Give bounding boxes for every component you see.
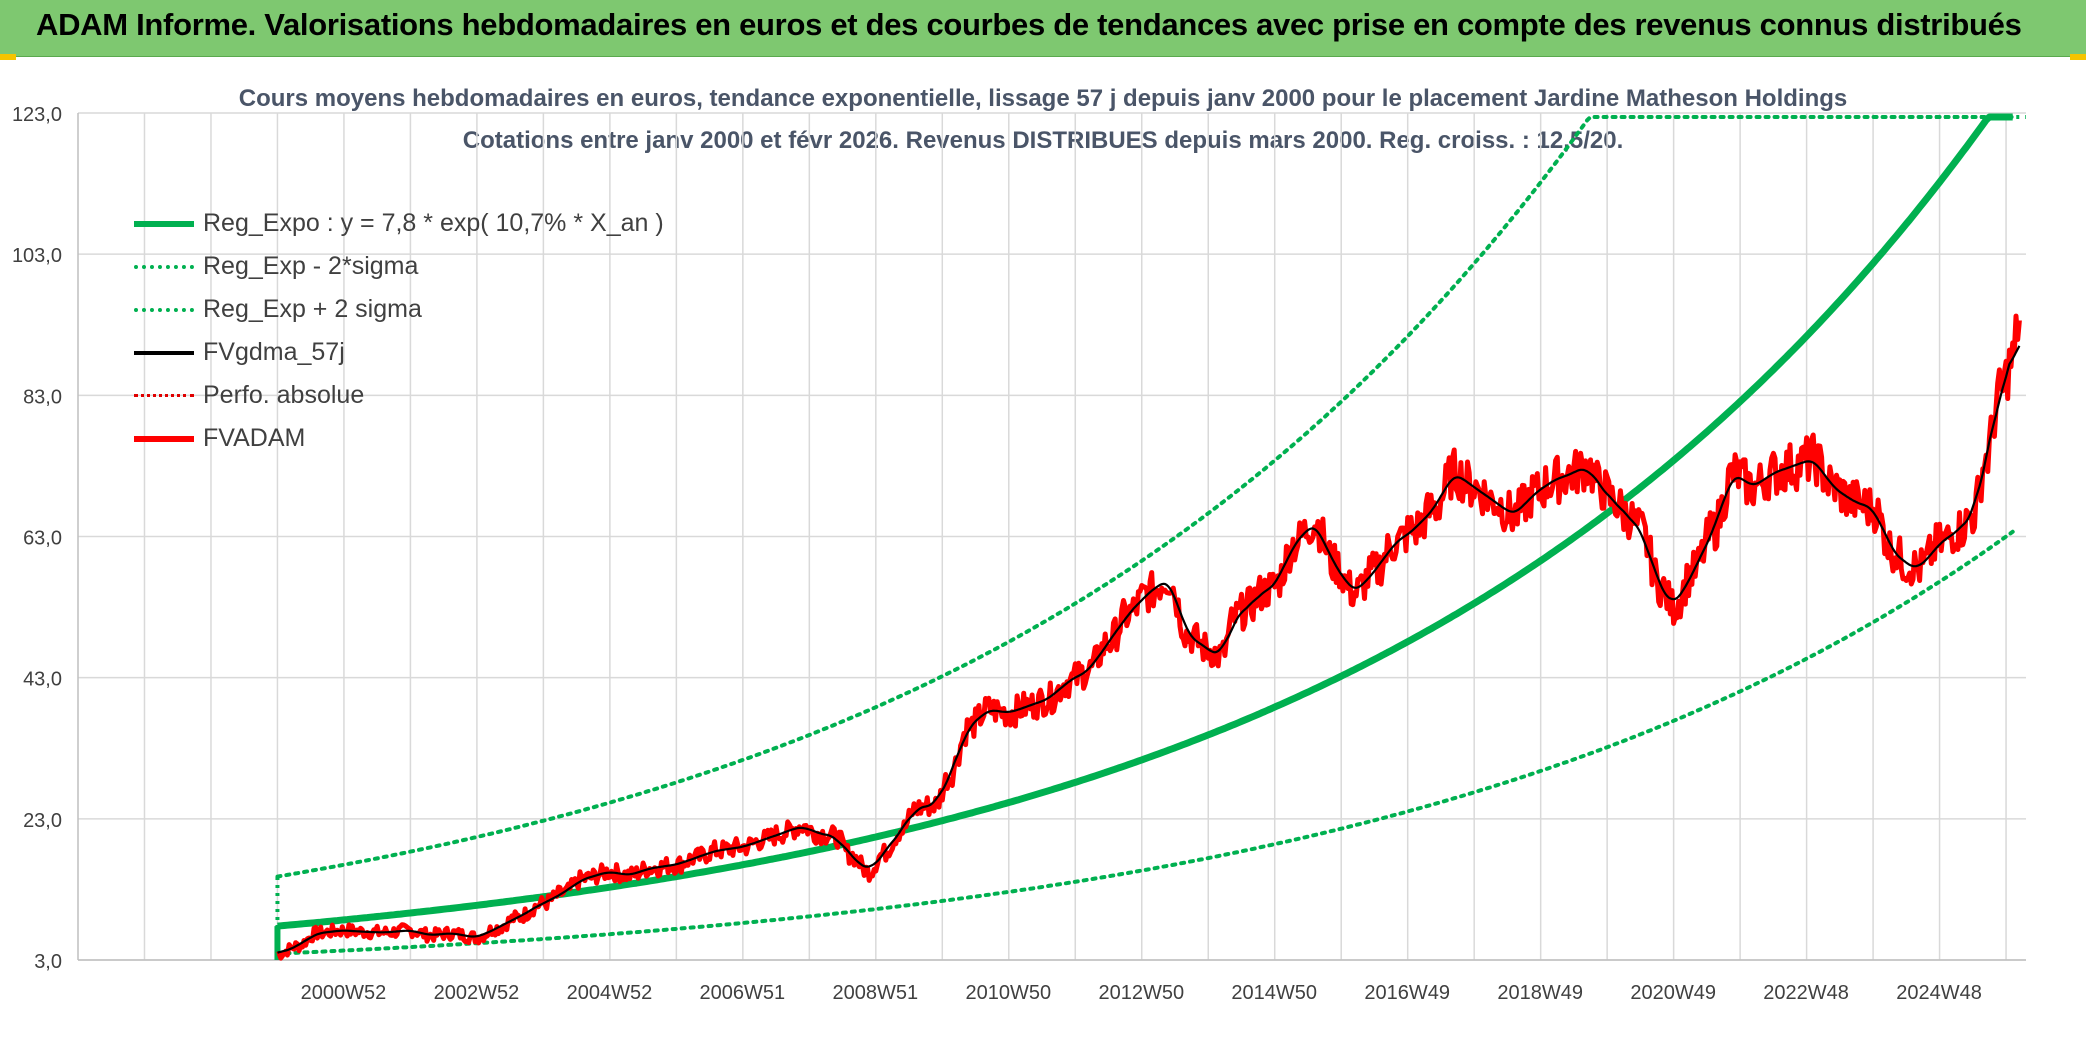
x-tick-label: 2012W50 [1098, 982, 1184, 1004]
series-reg-exp-plus-2sigma [275, 115, 2015, 879]
legend-swatch [134, 394, 194, 397]
legend-swatch [134, 307, 194, 312]
legend-label: FVADAM [203, 424, 306, 452]
legend-swatch [134, 220, 194, 227]
y-tick-label: 63,0 [23, 528, 62, 550]
legend-item-perfo: Perfo. absolue [134, 374, 664, 417]
legend-label: FVgdma_57j [203, 338, 345, 366]
header-bar: ADAM Informe. Valorisations hebdomadaire… [0, 0, 2086, 57]
legend-item-fvgdma: FVgdma_57j [134, 331, 664, 374]
x-tick-label: 2000W52 [301, 982, 387, 1004]
legend-label: Reg_Expo : y = 7,8 * exp( 10,7% * X_an ) [203, 209, 664, 237]
y-tick-label: 123,0 [12, 104, 62, 126]
axes: 3,0 23,0 43,0 63,0 83,0 103,0 123,0 2000W52 2002… [12, 104, 2026, 1004]
header-title: ADAM Informe. Valorisations hebdomadaire… [36, 7, 2022, 42]
corner-mark [2070, 54, 2086, 60]
legend-item-reg-expo: Reg_Expo : y = 7,8 * exp( 10,7% * X_an ) [134, 202, 664, 245]
legend-label: Perfo. absolue [203, 381, 365, 409]
series-fvadam [276, 313, 2022, 961]
corner-mark [0, 54, 16, 60]
x-tick-label: 2022W48 [1763, 982, 1849, 1004]
legend-swatch [134, 350, 194, 355]
y-tick-label: 3,0 [34, 951, 62, 973]
legend-swatch [134, 435, 194, 442]
y-tick-label: 103,0 [12, 245, 62, 267]
series-reg-expo [277, 113, 2013, 930]
x-tick-label: 2004W52 [567, 982, 653, 1004]
legend-label: Reg_Exp - 2*sigma [203, 252, 419, 280]
x-tick-label: 2020W49 [1630, 982, 1716, 1004]
y-tick-label: 43,0 [23, 669, 62, 691]
chart-title-line-2: Cotations entre janv 2000 et févr 2026. … [462, 127, 1624, 154]
series-layer [274, 113, 2026, 961]
x-tick-label: 2024W48 [1896, 982, 1982, 1004]
series-fvgdma-57j [277, 345, 2021, 954]
series-reg-exp-minus-2sigma [275, 529, 2015, 956]
legend-item-reg-exp-plus: Reg_Exp + 2 sigma [134, 288, 664, 331]
legend-label: Reg_Exp + 2 sigma [203, 295, 422, 323]
x-tick-label: 2018W49 [1497, 982, 1583, 1004]
legend-swatch [134, 264, 194, 269]
x-tick-label: 2010W50 [965, 982, 1051, 1004]
x-tick-label: 2002W52 [434, 982, 520, 1004]
x-tick-label: 2008W51 [833, 982, 919, 1004]
x-tick-label: 2014W50 [1231, 982, 1317, 1004]
x-tick-label: 2016W49 [1364, 982, 1450, 1004]
y-tick-label: 23,0 [23, 810, 62, 832]
legend-item-fvadam: FVADAM [134, 417, 664, 460]
legend: Reg_Expo : y = 7,8 * exp( 10,7% * X_an )… [134, 202, 664, 460]
x-tick-label: 2006W51 [700, 982, 786, 1004]
chart-title-line-1: Cours moyens hebdomadaires en euros, ten… [238, 85, 1848, 112]
y-tick-label: 83,0 [23, 386, 62, 408]
legend-item-reg-exp-minus: Reg_Exp - 2*sigma [134, 245, 664, 288]
